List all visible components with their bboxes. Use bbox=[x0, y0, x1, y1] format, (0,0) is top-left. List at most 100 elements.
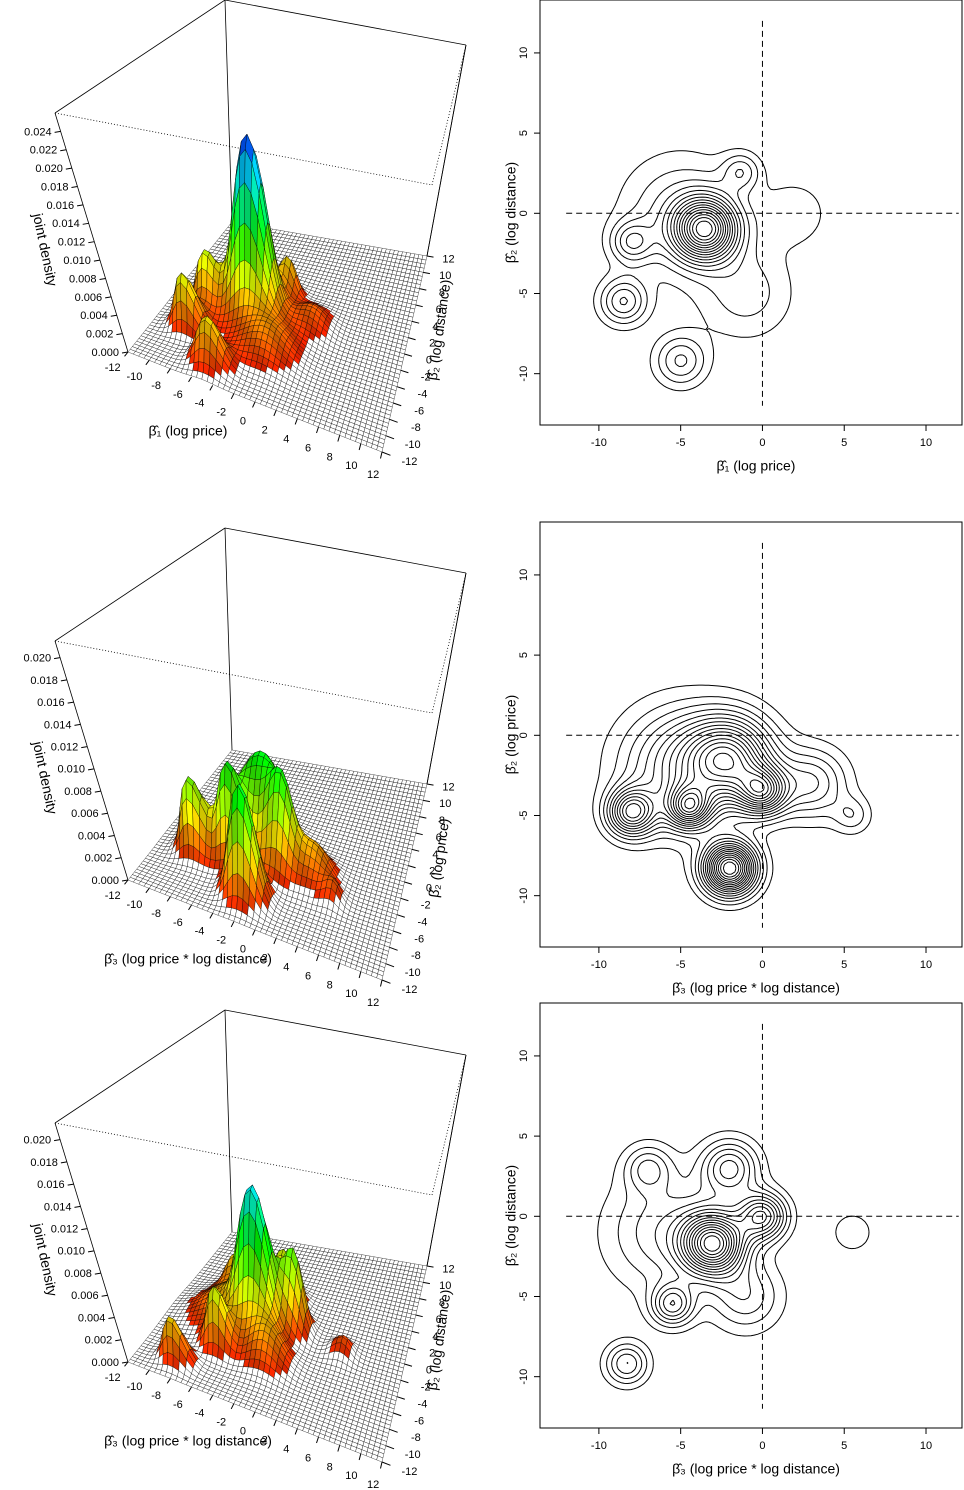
facet bbox=[210, 846, 217, 861]
x-tick-label: -12 bbox=[105, 362, 121, 374]
x-tick-label: -8 bbox=[151, 380, 161, 392]
z-tick bbox=[101, 812, 108, 815]
y-tick-label: -4 bbox=[418, 916, 428, 928]
z-tick bbox=[67, 701, 74, 704]
z-tick-label: 0.008 bbox=[64, 786, 92, 798]
x-tick-label: 10 bbox=[345, 460, 357, 472]
x-tick bbox=[380, 979, 383, 987]
y-tick-label: -8 bbox=[411, 950, 421, 962]
y-tick bbox=[385, 963, 395, 968]
surface: -12-10-8-6-4-2024681012-12-10-8-6-4-2024… bbox=[24, 527, 467, 1009]
x-axis-title: β̂₁ (log price) bbox=[149, 423, 228, 439]
facet bbox=[176, 300, 182, 320]
z-tick bbox=[54, 130, 61, 133]
z-tick bbox=[81, 746, 88, 749]
box-edge bbox=[54, 1009, 226, 1124]
x-tick-label: 10 bbox=[920, 959, 932, 971]
z-tick bbox=[71, 186, 78, 189]
x-tick-label: 2 bbox=[262, 424, 268, 436]
y-tick-label: 10 bbox=[518, 47, 530, 59]
box-edge bbox=[54, 1122, 129, 1363]
z-tick bbox=[110, 314, 117, 317]
y-tick bbox=[408, 865, 416, 869]
x-tick-label: 10 bbox=[920, 437, 932, 449]
y-tick bbox=[389, 946, 398, 951]
y-tick-label: 10 bbox=[518, 569, 530, 581]
x-tick bbox=[252, 929, 256, 936]
x-tick bbox=[337, 435, 341, 442]
x-tick bbox=[145, 888, 150, 894]
z-tick-label: 0.018 bbox=[41, 181, 69, 193]
x-tick-label: -10 bbox=[591, 437, 607, 449]
z-tick bbox=[105, 296, 112, 299]
z-tick-label: 0.020 bbox=[24, 653, 52, 665]
y-tick bbox=[393, 930, 402, 935]
box-edge bbox=[224, 1009, 233, 1233]
surface: -12-10-8-6-4-2024681012-12-10-8-6-4-2024… bbox=[24, 0, 467, 481]
x-tick-label: -10 bbox=[126, 899, 142, 911]
surface: -12-10-8-6-4-2024681012-12-10-8-6-4-2024… bbox=[24, 1009, 467, 1490]
z-tick bbox=[87, 768, 95, 771]
z-tick-label: 0.000 bbox=[91, 347, 119, 359]
box-edge bbox=[54, 527, 226, 642]
z-tick-label: 0.018 bbox=[30, 675, 58, 687]
y-tick bbox=[419, 288, 427, 291]
y-tick bbox=[408, 337, 416, 341]
x-tick bbox=[230, 393, 235, 400]
y-tick-label: 12 bbox=[442, 781, 454, 793]
y-tick bbox=[419, 816, 427, 819]
z-tick-label: 0.004 bbox=[78, 830, 106, 842]
y-tick-label: -5 bbox=[518, 811, 530, 821]
y-tick bbox=[404, 881, 413, 885]
z-tick-label: 0.014 bbox=[52, 218, 80, 230]
z-tick bbox=[99, 277, 106, 280]
x-tick-label: 8 bbox=[327, 451, 333, 463]
z-tick bbox=[82, 222, 89, 225]
contour-line bbox=[683, 209, 724, 249]
x-tick-label: -2 bbox=[216, 407, 226, 419]
z-tick-label: 0.010 bbox=[58, 764, 86, 776]
facet bbox=[198, 332, 205, 349]
x-tick bbox=[145, 360, 150, 366]
y-tick bbox=[426, 783, 434, 786]
y-tick bbox=[393, 402, 402, 407]
box-edge bbox=[431, 572, 467, 714]
z-tick-label: 0.002 bbox=[85, 853, 113, 865]
y-tick bbox=[385, 435, 395, 440]
facet bbox=[232, 873, 238, 897]
y-tick-label: 10 bbox=[439, 798, 451, 810]
y-tick bbox=[415, 304, 423, 308]
y-axis-title: β̂₂ (log distance) bbox=[424, 278, 454, 381]
z-tick-label: 0.010 bbox=[63, 255, 91, 267]
z-tick-label: 0.004 bbox=[80, 310, 108, 322]
x-tick-label: 12 bbox=[367, 997, 379, 1009]
y-tick bbox=[426, 255, 434, 258]
facet bbox=[198, 348, 205, 363]
box-edge bbox=[54, 640, 433, 714]
facet bbox=[220, 814, 226, 844]
box-edge bbox=[54, 0, 226, 114]
x-tick-label: 6 bbox=[305, 442, 311, 454]
z-tick bbox=[94, 790, 101, 793]
box-edge bbox=[431, 44, 467, 186]
x-tick bbox=[209, 385, 214, 391]
x-tick bbox=[294, 946, 298, 953]
y-tick-label: -12 bbox=[401, 456, 417, 468]
y-tick bbox=[411, 848, 420, 852]
contours bbox=[592, 684, 872, 911]
z-tick-label: 0.012 bbox=[51, 742, 79, 754]
y-tick bbox=[389, 418, 398, 423]
z-tick bbox=[54, 657, 61, 660]
z-tick-label: 0.008 bbox=[69, 273, 97, 285]
box-edge bbox=[426, 572, 467, 785]
x-tick bbox=[230, 921, 235, 928]
y-tick-label: -12 bbox=[401, 984, 417, 996]
y-tick bbox=[400, 369, 409, 374]
y-tick bbox=[396, 914, 405, 918]
y-tick-label: -10 bbox=[405, 439, 421, 451]
facet bbox=[187, 822, 195, 848]
y-tick bbox=[415, 832, 423, 836]
z-tick bbox=[115, 857, 122, 860]
